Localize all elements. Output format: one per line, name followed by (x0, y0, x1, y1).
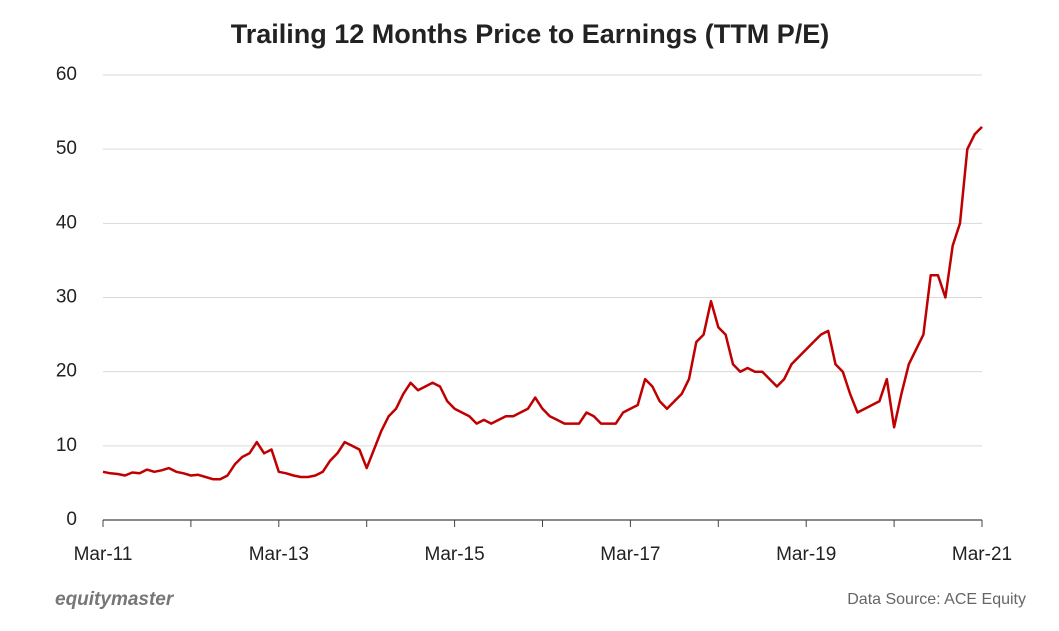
source-note: Data Source: ACE Equity (847, 591, 1026, 608)
chart-title: Trailing 12 Months Price to Earnings (TT… (231, 19, 830, 49)
y-tick-label: 40 (56, 212, 77, 233)
x-tick-label: Mar-21 (952, 544, 1012, 565)
y-tick-label: 60 (56, 64, 77, 85)
x-tick-label: Mar-15 (425, 544, 485, 565)
y-tick-label: 10 (56, 435, 77, 456)
y-tick-label: 0 (66, 509, 77, 530)
x-tick-label: Mar-19 (776, 544, 836, 565)
x-tick-label: Mar-13 (249, 544, 309, 565)
line-series (102, 126, 983, 481)
y-tick-label: 50 (56, 138, 77, 159)
y-tick-label: 20 (56, 361, 77, 382)
y-tick-label: 30 (56, 287, 77, 308)
x-tick-label: Mar-11 (74, 544, 133, 565)
x-tick-label: Mar-17 (600, 544, 660, 565)
logo: equitymaster (55, 589, 175, 610)
